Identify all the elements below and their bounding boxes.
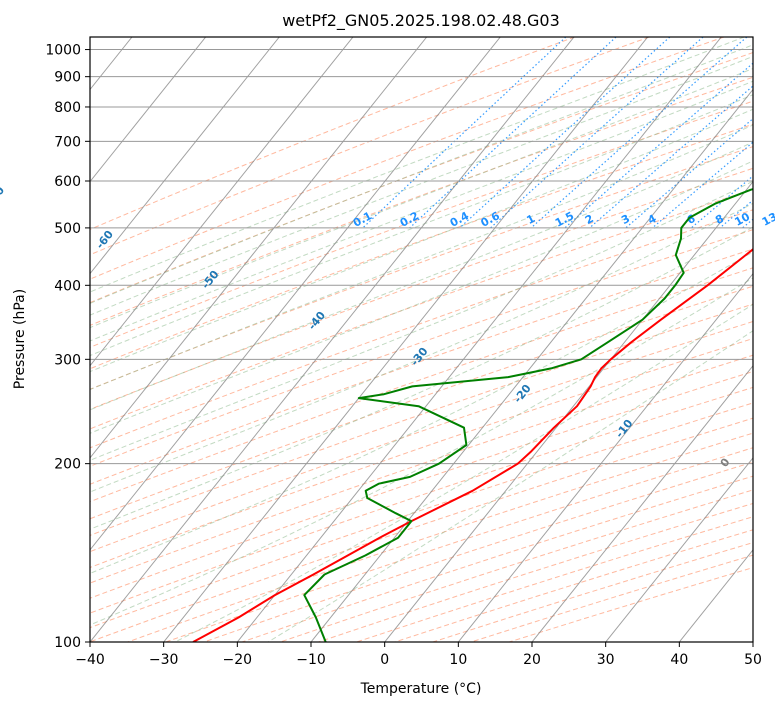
y-tick-label: 100 [54,635,81,651]
y-tick-label: 800 [54,100,81,116]
y-axis: 1000 900 800 700 600 500 400 300 200 100 [45,43,90,651]
y-tick-label: 1000 [45,43,81,59]
isotherm [531,364,753,642]
isotherm [457,272,753,642]
x-tick-label: −10 [296,652,326,668]
x-tick-label: 30 [597,652,615,668]
dry-adiabat [90,123,753,370]
moist-adiabat [90,80,753,342]
y-axis-label: Pressure (hPa) [12,289,28,389]
isotherm [90,37,280,275]
x-tick-label: 50 [744,652,762,668]
moist-adiabat [90,160,753,434]
isotherm-label: -70 [0,184,7,208]
dry-adiabat [90,100,753,348]
moist-adiabat [90,94,753,357]
x-tick-label: 0 [380,652,389,668]
moist-adiabat [90,277,753,626]
background-lines [90,37,753,642]
x-tick-label: −20 [223,652,253,668]
mixing-ratio-line [490,37,704,229]
pressure-gridlines [90,49,753,642]
plot-frame [89,36,754,643]
y-tick-label: 600 [54,174,81,190]
y-tick-label: 500 [54,221,81,237]
x-tick-label: 20 [523,652,541,668]
y-tick-label: 900 [54,70,81,86]
dry-adiabat [90,37,650,256]
mixing-ratio-line [564,62,753,229]
x-tick-label: 10 [449,652,467,668]
isotherm [236,37,722,642]
isotherm [605,457,753,642]
dry-adiabat [90,37,575,231]
dry-adiabat [90,386,753,614]
y-tick-label: 200 [54,457,81,473]
moist-adiabat [90,55,753,316]
mixing-ratio-line [652,141,753,229]
dry-adiabat [90,209,753,449]
dry-adiabat [90,188,753,430]
x-tick-label: −30 [149,652,179,668]
moist-adiabat [90,108,753,373]
moist-adiabat [174,303,753,642]
x-tick-label: −40 [75,652,105,668]
x-axis: −40 −30 −20 −10 0 10 20 30 40 50 [75,642,762,668]
x-tick-label: 40 [670,652,688,668]
mixing-ratio-line [459,37,671,229]
mixing-ratio-label: 13 [760,210,775,229]
moist-adiabat [90,44,753,304]
y-tick-label: 300 [54,352,81,368]
isotherm [90,37,575,642]
y-tick-label: 400 [54,278,81,294]
dry-adiabat [90,76,753,326]
dewpoint-line [303,188,753,642]
isotherm [90,37,428,459]
isotherm [90,37,354,367]
x-axis-label: Temperature (°C) [360,681,482,697]
sounding-profiles [192,188,753,642]
moist-adiabat [90,226,753,530]
moist-adiabat [90,202,753,493]
temperature-line [192,248,753,642]
isotherm [90,37,207,183]
isotherm [90,37,501,551]
moist-adiabat [267,330,753,642]
isotherm [384,180,753,642]
isotherm [163,37,649,642]
dry-adiabat [90,167,753,410]
mixing-ratio-label: 10 [732,210,752,229]
moist-adiabat [90,37,745,293]
y-tick-label: 700 [54,134,81,150]
chart-title: wetPf2_GN05.2025.198.02.48.G03 [282,11,560,31]
